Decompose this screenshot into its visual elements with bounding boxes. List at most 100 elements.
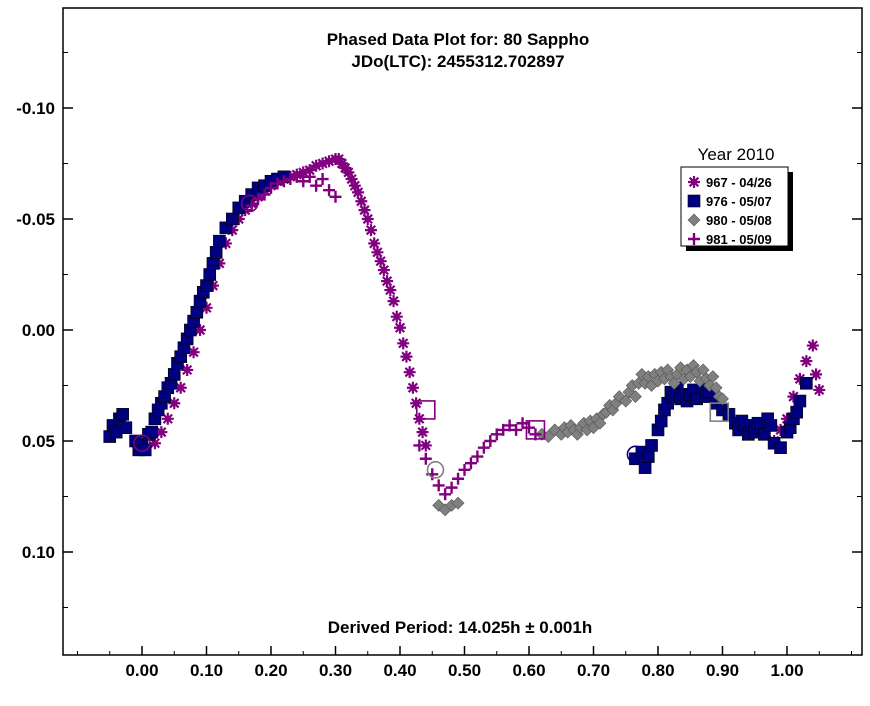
data-point — [810, 368, 823, 381]
data-point — [155, 426, 168, 439]
y-axis: -0.10 -0.05 0.00 0.05 0.10 — [16, 52, 862, 608]
data-point — [148, 437, 161, 450]
data-point — [329, 190, 342, 203]
data-point — [226, 212, 239, 226]
data-point — [297, 166, 310, 179]
data-point — [381, 275, 394, 288]
legend-marker — [687, 213, 701, 227]
y-tick-label: 0.05 — [22, 432, 55, 451]
x-tick-label: 0.90 — [706, 661, 739, 680]
x-tick-label: 1.00 — [770, 661, 803, 680]
data-point — [277, 175, 290, 188]
data-point — [458, 463, 471, 476]
data-point — [213, 234, 226, 248]
data-point — [781, 412, 793, 425]
data-point — [203, 268, 217, 281]
x-tick-label: 0.30 — [319, 661, 352, 680]
data-point — [232, 213, 245, 225]
data-point — [774, 423, 787, 436]
data-point — [209, 246, 223, 259]
legend-marker — [687, 194, 701, 208]
data-point — [413, 439, 426, 452]
data-point — [374, 255, 387, 268]
data-point — [368, 237, 381, 250]
series-976 — [103, 170, 813, 474]
data-point — [464, 457, 477, 470]
data-point — [206, 257, 220, 270]
data-point — [790, 405, 803, 419]
data-point — [168, 397, 181, 410]
data-point — [206, 279, 219, 292]
data-point — [181, 363, 194, 376]
data-point — [377, 264, 390, 277]
data-point — [497, 423, 510, 436]
data-layer — [103, 153, 826, 517]
data-point — [416, 426, 429, 439]
data-point — [445, 481, 458, 494]
legend-label: 981 - 05/09 — [706, 232, 772, 247]
data-point — [397, 337, 410, 350]
y-tick-label: 0.00 — [22, 321, 55, 340]
data-point — [419, 439, 432, 452]
data-point — [642, 450, 655, 463]
plot-frame — [62, 7, 863, 656]
data-point — [119, 421, 133, 434]
legend: Year 2010 967 - 04/26 976 - 05/07 980 - 05… — [680, 145, 793, 251]
data-point — [394, 321, 406, 334]
data-point — [348, 179, 361, 192]
data-point — [490, 428, 503, 441]
legend-label: 980 - 05/08 — [706, 213, 772, 228]
x-axis: 0.00 0.10 0.20 0.30 0.40 0.50 0.60 0.70 0.80 0.90… — [77, 646, 852, 680]
data-point — [161, 412, 174, 425]
data-point — [352, 186, 365, 199]
data-point — [167, 368, 181, 381]
data-point — [406, 381, 419, 394]
legend-box — [680, 166, 789, 247]
data-point — [384, 284, 397, 297]
data-point — [310, 159, 323, 172]
data-point — [258, 188, 271, 201]
legend-marker — [688, 176, 700, 188]
legend-marker — [688, 233, 700, 245]
data-point — [419, 452, 432, 465]
open-circle-marker — [133, 434, 151, 453]
data-point — [503, 419, 516, 432]
x-tick-label: 0.70 — [577, 661, 610, 680]
open-circle-marker — [626, 445, 645, 464]
data-point — [116, 408, 129, 421]
legend-title: Year 2010 — [698, 145, 775, 164]
data-point — [303, 164, 316, 177]
data-point — [226, 224, 239, 237]
data-point — [371, 246, 384, 259]
x-tick-label: 0.00 — [125, 661, 158, 680]
data-point — [400, 350, 413, 363]
data-point — [432, 479, 445, 492]
data-point — [523, 421, 535, 434]
legend-label: 976 - 05/07 — [706, 194, 772, 209]
data-point — [358, 204, 371, 217]
data-point — [290, 170, 303, 183]
data-point — [793, 394, 807, 408]
data-point — [629, 390, 642, 404]
data-point — [774, 441, 787, 454]
open-square-marker — [709, 402, 730, 422]
data-point — [316, 157, 329, 170]
data-point — [477, 441, 490, 454]
series-981 — [245, 170, 542, 501]
data-point — [638, 461, 652, 474]
y-tick-label: 0.10 — [22, 543, 55, 562]
data-point — [342, 166, 355, 179]
data-point — [510, 423, 523, 436]
period-annotation: Derived Period: 14.025h ± 0.001h — [328, 618, 592, 637]
open-square-marker — [525, 420, 546, 440]
data-point — [764, 419, 778, 432]
data-point — [471, 450, 484, 463]
data-point — [323, 184, 336, 197]
data-point — [387, 295, 400, 308]
x-tick-label: 0.60 — [512, 661, 545, 680]
x-tick-label: 0.40 — [383, 661, 416, 680]
data-point — [716, 392, 729, 406]
data-point — [806, 339, 819, 352]
data-point — [303, 170, 316, 183]
